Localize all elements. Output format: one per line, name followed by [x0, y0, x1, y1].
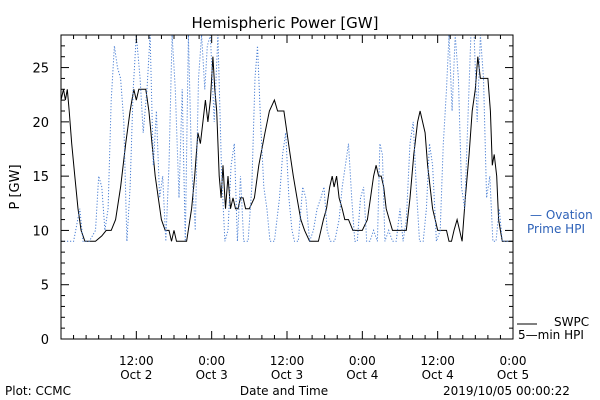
plot-area [60, 34, 514, 340]
legend-swpc-line2: 5—min HPI [518, 328, 584, 342]
series-layer [60, 34, 513, 242]
legend-ovation-line2: Prime HPI [527, 222, 585, 236]
x-tick-label-date: Oct 4 [422, 368, 454, 382]
x-axis-label: Date and Time [240, 384, 328, 398]
y-axis-label: P [GW] [8, 164, 23, 209]
plot-frame [60, 34, 514, 340]
series-line-swpc [60, 56, 513, 242]
x-tick-label-date: Oct 4 [346, 368, 378, 382]
legend: — Ovation Prime HPI SWPC 5—min HPI [517, 208, 593, 342]
y-tick-label: 25 [32, 62, 49, 77]
chart-title: Hemispheric Power [GW] [192, 14, 379, 32]
x-tick-label-date: Oct 2 [120, 368, 152, 382]
x-tick-label-time: 12:00 [420, 354, 455, 368]
x-tick-label-date: Oct 5 [497, 368, 529, 382]
footer-plot-source: Plot: CCMC [5, 384, 71, 398]
y-tick-label: 15 [32, 170, 49, 185]
x-tick-label-time: 0:00 [198, 354, 225, 368]
y-tick-label: 10 [32, 224, 49, 239]
x-tick-label-time: 0:00 [349, 354, 376, 368]
footer-timestamp: 2019/10/05 00:00:22 [443, 384, 570, 398]
legend-swpc-line1: SWPC [554, 315, 589, 329]
y-tick-label: 20 [32, 116, 49, 131]
y-tick-label: 5 [41, 279, 49, 294]
y-tick-label: 0 [41, 333, 49, 348]
x-tick-label-date: Oct 3 [196, 368, 228, 382]
x-tick-label-time: 0:00 [500, 354, 527, 368]
y-axis: 0 5 10 15 20 25 [32, 34, 513, 348]
x-tick-label-date: Oct 3 [271, 368, 303, 382]
series-line-ovation [61, 34, 513, 242]
x-tick-label-time: 12:00 [119, 354, 154, 368]
legend-ovation-line1: — Ovation [530, 208, 593, 222]
x-tick-label-time: 12:00 [270, 354, 305, 368]
